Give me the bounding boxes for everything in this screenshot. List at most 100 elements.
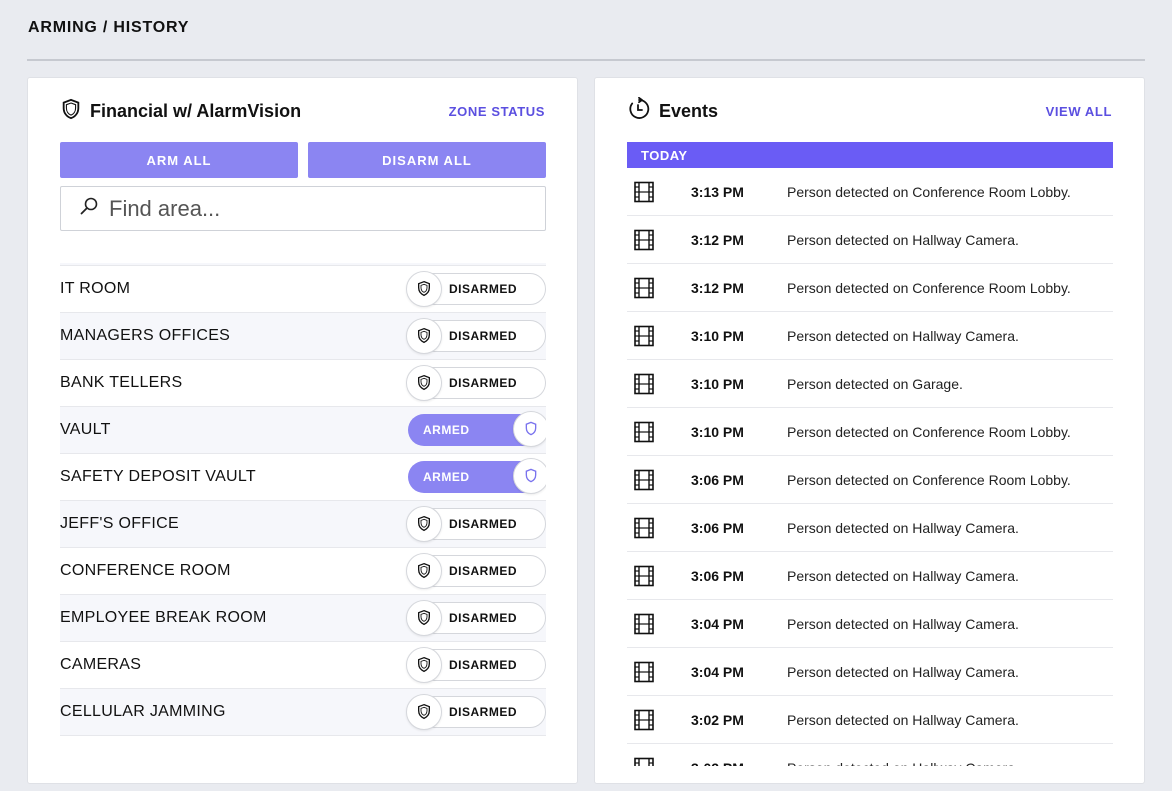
event-row[interactable]: 3:12 PM Person detected on Hallway Camera… xyxy=(627,216,1113,264)
event-description: Person detected on Hallway Camera. xyxy=(787,615,1019,632)
arm-status-label: DISARMED xyxy=(449,376,518,390)
arm-status-label: DISARMED xyxy=(449,658,518,672)
arm-status-label: DISARMED xyxy=(449,517,518,531)
event-description: Person detected on Conference Room Lobby… xyxy=(787,279,1071,296)
event-row[interactable]: 3:02 PM Person detected on Hallway Camera… xyxy=(627,696,1113,744)
area-list: IT ROOM DISARMED MANAGERS OFFICES DISARMED B… xyxy=(60,263,546,743)
event-group-header: TODAY xyxy=(627,142,1113,168)
shield-icon xyxy=(406,365,442,401)
areas-panel: Financial w/ AlarmVision ZONE STATUS ARM… xyxy=(27,77,578,784)
event-time: 3:06 PM xyxy=(691,471,744,488)
area-name: VAULT xyxy=(60,421,111,438)
shield-icon xyxy=(60,98,82,125)
arm-toggle[interactable]: DISARMED xyxy=(406,506,546,542)
film-icon xyxy=(627,469,691,491)
event-row[interactable]: 3:13 PM Person detected on Conference Roo… xyxy=(627,168,1113,216)
event-row[interactable]: 3:10 PM Person detected on Hallway Camera… xyxy=(627,312,1113,360)
bulk-actions: ARM ALL DISARM ALL xyxy=(60,142,546,178)
event-time: 3:04 PM xyxy=(691,615,744,632)
page-title: ARMING / HISTORY xyxy=(28,19,190,36)
event-row[interactable]: 3:06 PM Person detected on Conference Roo… xyxy=(627,456,1113,504)
area-name: EMPLOYEE BREAK ROOM xyxy=(60,609,267,626)
event-description: Person detected on Conference Room Lobby… xyxy=(787,423,1071,440)
film-icon xyxy=(627,325,691,347)
event-time: 3:06 PM xyxy=(691,567,744,584)
search-icon xyxy=(79,196,99,221)
area-row: CONFERENCE ROOM DISARMED xyxy=(60,548,546,595)
area-name: JEFF'S OFFICE xyxy=(60,515,179,532)
arm-status-label: DISARMED xyxy=(449,282,518,296)
arm-toggle[interactable]: ARMED xyxy=(408,411,546,447)
area-row: EMPLOYEE BREAK ROOM DISARMED xyxy=(60,595,546,642)
film-icon xyxy=(627,709,691,731)
event-description: Person detected on Hallway Camera. xyxy=(787,567,1019,584)
shield-armed-icon xyxy=(513,411,546,447)
area-row: CAMERAS DISARMED xyxy=(60,642,546,689)
arm-status-label: DISARMED xyxy=(449,329,518,343)
disarm-all-button[interactable]: DISARM ALL xyxy=(308,142,546,178)
event-row[interactable]: 3:12 PM Person detected on Conference Roo… xyxy=(627,264,1113,312)
event-time: 3:02 PM xyxy=(691,711,744,728)
areas-panel-title: Financial w/ AlarmVision xyxy=(90,100,302,121)
arm-toggle[interactable]: ARMED xyxy=(408,458,546,494)
event-description: Person detected on Hallway Camera. xyxy=(787,663,1019,680)
event-description: Person detected on Hallway Camera. xyxy=(787,519,1019,536)
area-name: CONFERENCE ROOM xyxy=(60,562,231,579)
arm-status-label: DISARMED xyxy=(449,611,518,625)
area-name: CELLULAR JAMMING xyxy=(60,703,226,720)
arm-toggle[interactable]: DISARMED xyxy=(406,600,546,636)
arm-toggle[interactable]: DISARMED xyxy=(406,553,546,589)
film-icon xyxy=(627,373,691,395)
events-panel: Events VIEW ALL TODAY 3:13 PM Person dete… xyxy=(594,77,1145,784)
event-row[interactable]: 3:04 PM Person detected on Hallway Camera… xyxy=(627,600,1113,648)
arm-status-label: DISARMED xyxy=(449,564,518,578)
arm-toggle[interactable]: DISARMED xyxy=(406,318,546,354)
event-time: 3:06 PM xyxy=(691,519,744,536)
area-name: CAMERAS xyxy=(60,656,142,673)
shield-icon xyxy=(406,271,442,307)
event-description: Person detected on Hallway Camera. xyxy=(787,711,1019,728)
event-list: TODAY 3:13 PM Person detected on Conferen… xyxy=(627,142,1113,766)
arm-toggle[interactable]: DISARMED xyxy=(406,647,546,683)
area-row: VAULT ARMED xyxy=(60,407,546,454)
event-time: 3:10 PM xyxy=(691,375,744,392)
zone-status-link[interactable]: ZONE STATUS xyxy=(448,103,545,119)
arm-status-label: DISARMED xyxy=(449,705,518,719)
shield-icon xyxy=(406,553,442,589)
event-row[interactable]: 3:04 PM Person detected on Hallway Camera… xyxy=(627,648,1113,696)
area-row: CELLULAR JAMMING DISARMED xyxy=(60,689,546,736)
area-search xyxy=(60,186,546,231)
film-icon xyxy=(627,421,691,443)
area-row-partial xyxy=(60,263,546,266)
film-icon xyxy=(627,229,691,251)
event-description: Person detected on Hallway Camera. xyxy=(787,327,1019,344)
area-name: MANAGERS OFFICES xyxy=(60,327,231,344)
areas-panel-header: Financial w/ AlarmVision ZONE STATUS xyxy=(60,98,545,125)
area-row: JEFF'S OFFICE DISARMED xyxy=(60,501,546,548)
area-row: SAFETY DEPOSIT VAULT ARMED xyxy=(60,454,546,501)
event-row[interactable]: 3:10 PM Person detected on Conference Roo… xyxy=(627,408,1113,456)
film-icon xyxy=(627,613,691,635)
arm-toggle[interactable]: DISARMED xyxy=(406,271,546,307)
film-icon xyxy=(627,517,691,539)
film-icon xyxy=(627,181,691,203)
area-name: BANK TELLERS xyxy=(60,374,183,391)
shield-icon xyxy=(406,694,442,730)
event-row[interactable]: 3:06 PM Person detected on Hallway Camera… xyxy=(627,504,1113,552)
event-time: 3:10 PM xyxy=(691,423,744,440)
search-input[interactable] xyxy=(109,195,509,222)
area-row: MANAGERS OFFICES DISARMED xyxy=(60,313,546,360)
shield-icon xyxy=(406,600,442,636)
arm-toggle[interactable]: DISARMED xyxy=(406,694,546,730)
event-time: 3:10 PM xyxy=(691,327,744,344)
event-row[interactable]: 3:06 PM Person detected on Hallway Camera… xyxy=(627,552,1113,600)
arm-all-button[interactable]: ARM ALL xyxy=(60,142,298,178)
event-description: Person detected on Hallway Camera. xyxy=(787,231,1019,248)
event-description: Person detected on Hallway Camera. xyxy=(787,760,1019,767)
arm-toggle[interactable]: DISARMED xyxy=(406,365,546,401)
event-description: Person detected on Conference Room Lobby… xyxy=(787,471,1071,488)
view-all-link[interactable]: VIEW ALL xyxy=(1045,103,1112,119)
event-row[interactable]: 3:10 PM Person detected on Garage. xyxy=(627,360,1113,408)
shield-icon xyxy=(406,647,442,683)
